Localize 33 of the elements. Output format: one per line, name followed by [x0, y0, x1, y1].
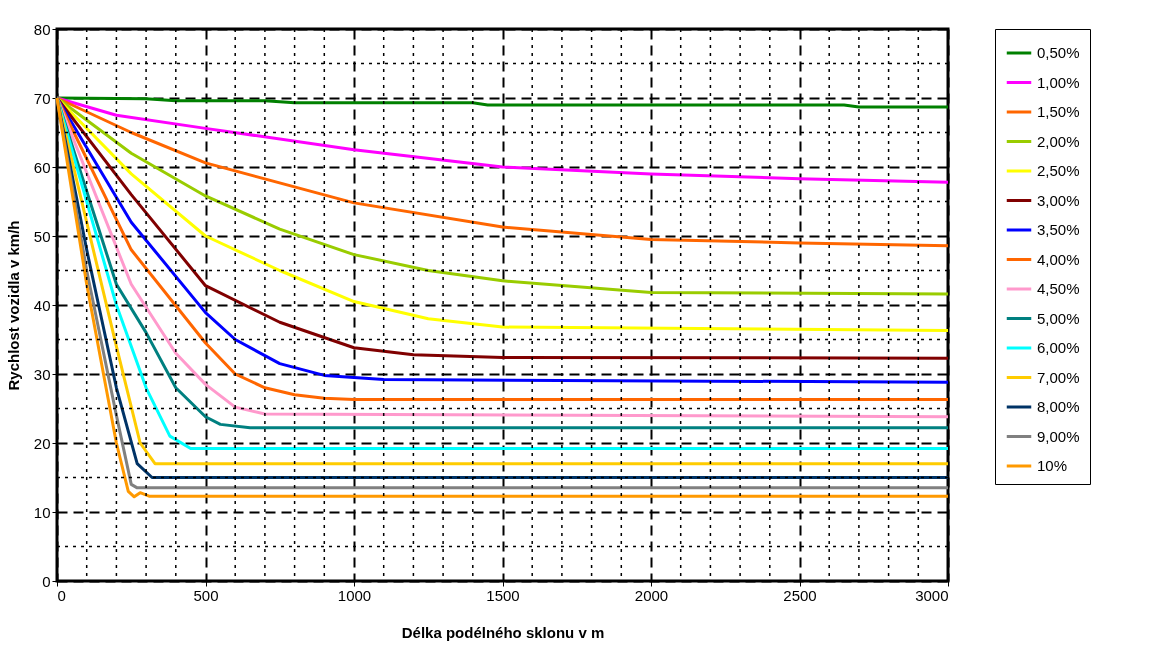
legend-label: 0,50% [1037, 44, 1080, 61]
legend-label: 3,00% [1037, 191, 1080, 209]
x-tick-label: 3000 [915, 586, 949, 604]
y-tick-label: 30 [33, 365, 51, 383]
legend-label: 9,00% [1037, 427, 1080, 445]
legend-label: 8,00% [1037, 398, 1080, 415]
x-tick-label: 1000 [337, 586, 372, 604]
y-axis-title: Rychlost vozidla v km/h [4, 220, 22, 391]
legend-label: 4,00% [1037, 250, 1080, 268]
x-tick-label: 2000 [634, 586, 669, 604]
legend-label: 4,50% [1037, 280, 1080, 297]
y-tick-label: 20 [33, 434, 51, 452]
y-tick-label: 0 [42, 572, 51, 590]
y-tick-label: 70 [33, 89, 51, 107]
legend-label: 7,00% [1037, 368, 1080, 386]
y-tick-label: 40 [33, 296, 51, 314]
legend-label: 2,50% [1037, 162, 1080, 179]
y-tick-label: 50 [33, 227, 51, 245]
y-tick-label: 10 [33, 503, 51, 521]
y-tick-label: 80 [33, 20, 51, 38]
x-tick-label: 2500 [783, 586, 817, 604]
legend-label: 5,00% [1037, 309, 1080, 327]
legend-label: 10% [1037, 457, 1068, 474]
legend-label: 3,50% [1037, 221, 1080, 238]
x-tick-label: 500 [193, 586, 219, 604]
x-axis-title: Délka podélného sklonu v m [401, 623, 605, 641]
x-tick-label: 1500 [486, 586, 520, 604]
x-tick-label: 0 [57, 586, 66, 604]
legend-label: 2,00% [1037, 132, 1080, 150]
legend-label: 6,00% [1037, 339, 1080, 356]
legend-label: 1,00% [1037, 73, 1080, 91]
y-tick-label: 60 [33, 158, 51, 176]
legend-label: 1,50% [1037, 103, 1080, 120]
